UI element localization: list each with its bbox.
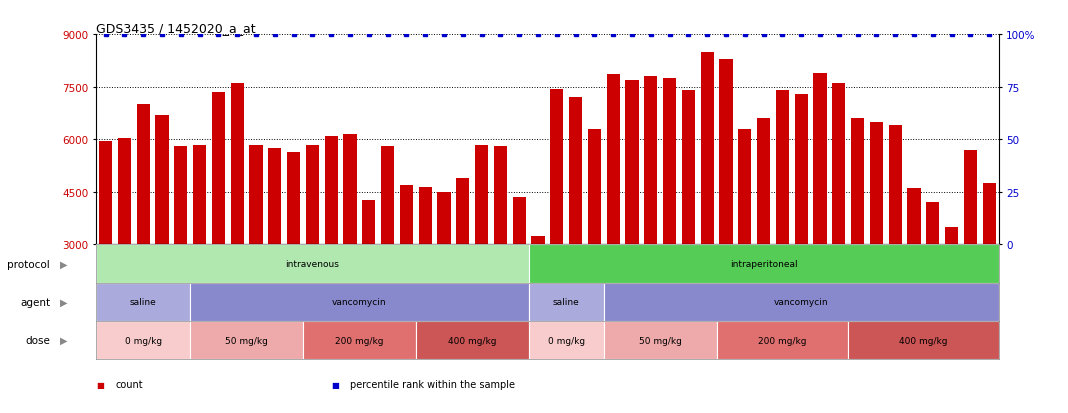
Text: saline: saline <box>553 298 580 306</box>
Bar <box>456 178 469 245</box>
Bar <box>926 203 940 245</box>
Bar <box>96 245 529 283</box>
Bar <box>587 130 601 245</box>
Bar <box>415 321 529 359</box>
Text: percentile rank within the sample: percentile rank within the sample <box>350 379 515 389</box>
Bar <box>249 145 263 245</box>
Bar <box>945 228 958 245</box>
Bar <box>419 187 431 245</box>
Bar <box>848 321 999 359</box>
Bar <box>96 283 190 321</box>
Text: 200 mg/kg: 200 mg/kg <box>335 336 383 345</box>
Text: 400 mg/kg: 400 mg/kg <box>447 336 497 345</box>
Bar <box>814 74 827 245</box>
Bar <box>738 130 752 245</box>
Text: agent: agent <box>20 297 50 307</box>
Bar <box>720 59 733 245</box>
Bar <box>174 147 187 245</box>
Text: ▶: ▶ <box>60 259 68 269</box>
Bar <box>603 321 717 359</box>
Bar <box>475 145 488 245</box>
Text: ▶: ▶ <box>60 335 68 345</box>
Text: dose: dose <box>26 335 50 345</box>
Bar <box>851 119 864 245</box>
Bar <box>963 150 977 245</box>
Bar <box>569 98 582 245</box>
Text: ■: ■ <box>331 380 339 389</box>
Bar <box>681 91 695 245</box>
Text: 200 mg/kg: 200 mg/kg <box>758 336 806 345</box>
Text: protocol: protocol <box>7 259 50 269</box>
Bar <box>96 321 190 359</box>
Bar <box>603 283 999 321</box>
Bar <box>529 321 603 359</box>
Bar <box>362 200 375 245</box>
Bar <box>193 145 206 245</box>
Bar <box>832 84 846 245</box>
Bar <box>757 119 770 245</box>
Bar <box>493 147 507 245</box>
Text: count: count <box>115 379 143 389</box>
Bar <box>529 283 603 321</box>
Bar <box>983 184 995 245</box>
Text: vancomycin: vancomycin <box>332 298 387 306</box>
Bar <box>663 79 676 245</box>
Text: 400 mg/kg: 400 mg/kg <box>899 336 947 345</box>
Bar <box>287 152 300 245</box>
Bar <box>99 142 112 245</box>
Bar <box>343 135 357 245</box>
Bar <box>626 81 639 245</box>
Bar <box>701 52 713 245</box>
Bar <box>190 321 303 359</box>
Bar <box>513 198 525 245</box>
Bar <box>399 185 413 245</box>
Text: 0 mg/kg: 0 mg/kg <box>548 336 584 345</box>
Bar <box>190 283 529 321</box>
Bar <box>155 116 169 245</box>
Bar <box>775 91 789 245</box>
Bar <box>717 321 848 359</box>
Bar <box>532 236 545 245</box>
Bar <box>325 137 337 245</box>
Bar <box>211 93 225 245</box>
Bar <box>305 145 319 245</box>
Text: GDS3435 / 1452020_a_at: GDS3435 / 1452020_a_at <box>96 22 255 35</box>
Bar <box>644 77 657 245</box>
Text: 0 mg/kg: 0 mg/kg <box>125 336 161 345</box>
Bar <box>117 138 131 245</box>
Text: intraperitoneal: intraperitoneal <box>729 259 798 268</box>
Bar <box>231 84 244 245</box>
Bar <box>303 321 415 359</box>
Bar <box>529 245 999 283</box>
Bar <box>438 192 451 245</box>
Bar <box>607 75 619 245</box>
Bar <box>869 123 883 245</box>
Text: ▶: ▶ <box>60 297 68 307</box>
Text: ■: ■ <box>96 380 104 389</box>
Bar <box>795 95 807 245</box>
Text: vancomycin: vancomycin <box>774 298 829 306</box>
Bar <box>381 147 394 245</box>
Text: 50 mg/kg: 50 mg/kg <box>639 336 681 345</box>
Bar <box>268 149 281 245</box>
Text: intravenous: intravenous <box>285 259 340 268</box>
Bar <box>137 105 150 245</box>
Text: 50 mg/kg: 50 mg/kg <box>225 336 268 345</box>
Text: saline: saline <box>129 298 157 306</box>
Bar <box>908 189 921 245</box>
Bar <box>889 126 901 245</box>
Bar <box>550 89 563 245</box>
